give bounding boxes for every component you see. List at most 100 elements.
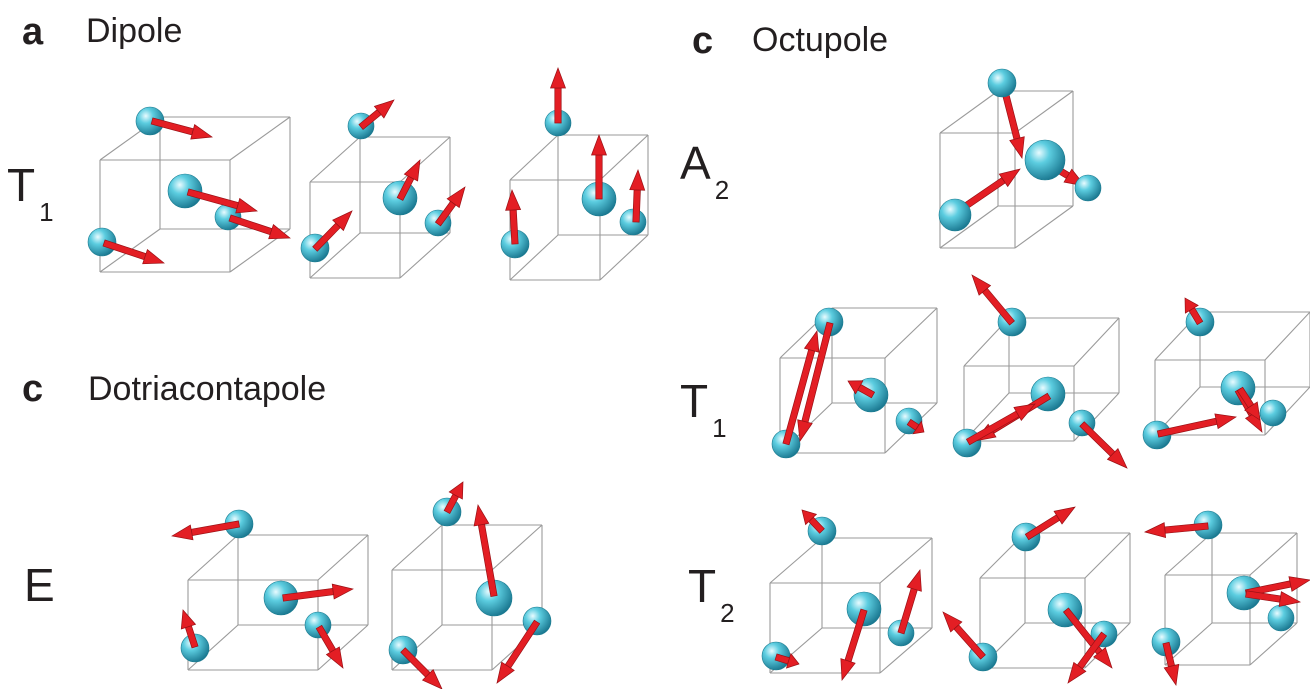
ion-sphere	[180, 633, 210, 663]
irrep-main: T	[7, 159, 36, 211]
moment-arrow	[1062, 607, 1113, 669]
moment-arrow	[1144, 522, 1209, 539]
cube-edge	[309, 232, 361, 279]
ion-sphere	[1267, 604, 1295, 632]
irrep-main: T	[688, 560, 717, 612]
cube-edge	[317, 624, 369, 671]
moment-arrow	[358, 99, 395, 130]
moment-arrow	[549, 67, 567, 124]
cube-edge	[317, 534, 369, 581]
moment-arrow	[1245, 590, 1301, 607]
cube-edge	[309, 136, 361, 183]
irrep-subscript: 1	[712, 413, 727, 443]
panel-letter-dotriacontapole: c	[22, 368, 44, 410]
moment-arrow	[1236, 386, 1261, 421]
cube-edge	[1073, 317, 1120, 367]
cube-edge	[879, 537, 933, 584]
cube-edge	[509, 234, 559, 281]
ion-sphere	[1142, 420, 1172, 450]
moment-arrow	[797, 321, 834, 442]
panel-title-dipole: Dipole	[86, 12, 183, 50]
irrep-label-octupole-t2: T2	[688, 560, 735, 626]
irrep-main: T	[680, 375, 709, 427]
moment-arrow	[1024, 506, 1076, 541]
moment-arrow	[629, 169, 646, 223]
moment-arrow	[1184, 297, 1204, 326]
cube-edge	[1084, 532, 1131, 579]
moment-arrow	[496, 619, 541, 684]
moment-arrow	[1162, 641, 1180, 686]
cube-dipole-2	[309, 136, 451, 279]
cube-edge	[1014, 90, 1074, 134]
cube-edge	[1264, 386, 1310, 436]
cube-edge	[939, 90, 999, 134]
moment-arrow	[1079, 421, 1128, 469]
cube-edge	[939, 205, 999, 249]
moment-arrow	[434, 186, 466, 227]
cube-edge	[599, 134, 649, 181]
moment-arrow	[473, 504, 498, 597]
cube-edge	[391, 524, 443, 571]
moment-arrow	[801, 509, 825, 534]
ion-sphere	[1024, 139, 1066, 181]
moment-arrow	[443, 481, 464, 514]
irrep-label-dipole-t1: T1	[7, 159, 54, 225]
moment-arrow	[150, 117, 213, 140]
moment-arrow	[965, 403, 1036, 446]
irrep-main: A	[680, 137, 711, 189]
cube-edge	[1164, 532, 1213, 576]
moment-arrow	[971, 274, 1015, 326]
moment-arrow	[312, 210, 353, 252]
moment-arrows	[954, 82, 1086, 216]
moment-arrow	[774, 652, 800, 669]
moment-arrow	[171, 520, 240, 541]
ion-sphere	[87, 227, 117, 257]
irrep-label-octupole-t1: T1	[680, 375, 727, 441]
panel-letter-octupole: c	[692, 20, 714, 62]
moment-arrow	[505, 189, 522, 245]
panel-letter-dipole: a	[22, 11, 44, 53]
cube-edge	[187, 534, 239, 581]
cube-edge	[399, 232, 451, 279]
irrep-label-dotriacontapole-e: E	[24, 562, 55, 608]
irrep-subscript: 2	[714, 175, 730, 205]
moment-arrow	[186, 188, 258, 214]
moment-arrow	[282, 583, 354, 602]
cube-edge	[187, 624, 239, 671]
cube-edge	[1249, 532, 1298, 576]
moment-arrow	[396, 159, 421, 201]
moment-arrow	[315, 624, 344, 669]
moment-arrows-front	[102, 67, 1310, 689]
irrep-subscript: 2	[720, 598, 735, 628]
ion-sphere	[938, 198, 972, 232]
moment-arrow	[906, 418, 925, 435]
cube-edge	[509, 134, 559, 181]
cube-edge	[769, 537, 823, 584]
moment-arrow	[180, 609, 199, 649]
ion-sphere	[167, 173, 203, 209]
cube-edge	[599, 234, 649, 281]
moment-arrow	[1156, 413, 1237, 438]
cube-edge	[1264, 311, 1310, 361]
cube-octupole-a2	[939, 90, 1074, 249]
irrep-main: E	[24, 559, 55, 611]
cube-octupole-t2-1	[769, 537, 933, 674]
moment-arrow	[847, 380, 876, 399]
moment-arrow	[942, 611, 986, 660]
cube-edge	[884, 307, 938, 359]
ion-sphere	[987, 68, 1017, 98]
cube-dipole-3	[509, 134, 649, 281]
irrep-subscript: 1	[39, 197, 54, 227]
moment-arrow	[590, 134, 608, 200]
cube-octupole-t2-3	[1164, 532, 1298, 666]
moment-arrow	[102, 239, 165, 265]
cube-edge	[1249, 622, 1298, 666]
moment-arrow	[897, 569, 922, 635]
ion-spheres	[87, 68, 1295, 672]
cube-edge	[229, 116, 291, 161]
moment-arrow	[840, 608, 868, 681]
moment-arrow	[228, 214, 291, 240]
panel-title-dotriacontapole: Dotriacontapole	[88, 370, 327, 408]
irrep-label-octupole-a2: A2	[680, 137, 729, 203]
